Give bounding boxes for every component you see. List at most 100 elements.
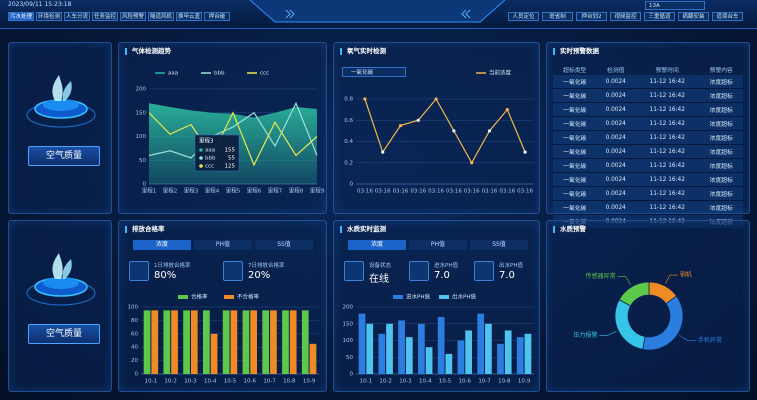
panel: 水质实时监测 浓度 PH值 SS值 设备状态 在线 进水PH值 7.0 出水PH值 7.0 进水PH… (333, 220, 540, 392)
tab[interactable]: PH值 (409, 240, 467, 250)
bar (143, 310, 151, 374)
bar (378, 333, 386, 374)
bar (270, 310, 277, 374)
point (363, 97, 367, 101)
table-cell: 11-12 16:42 (634, 102, 700, 117)
nav-button[interactable]: 道境台车 (712, 12, 743, 21)
panel-title: 水质预警 (553, 226, 586, 233)
header-arrow (461, 9, 471, 19)
panel: 气体检测趋势 aaa bbb ccc 0 50 100 150 200 里程1 里程2 里程3 里程4 里… (118, 42, 327, 214)
panel: 排放合格率 浓度 PH值 SS值 1日排放合格率 80% 7日排放合格率 20% 合格率 不合格率… (118, 220, 327, 392)
nav-button[interactable]: 环境检测 (36, 12, 62, 21)
table-cell: 浓度超标 (699, 186, 743, 201)
tab[interactable]: 浓度 (133, 240, 191, 250)
bar (398, 320, 405, 374)
slice-label: 传感器异常 (586, 272, 616, 280)
line (148, 101, 318, 159)
donut-slice (642, 295, 684, 351)
legend-label: 不合格率 (237, 293, 260, 301)
icon-leaf (52, 253, 63, 279)
x-tick-label: 里程3 (184, 187, 199, 195)
point (416, 118, 420, 122)
air-quality-button[interactable]: 空气质量 (28, 146, 100, 166)
nav-button[interactable]: 押台碰 (204, 12, 230, 21)
bar (289, 310, 297, 374)
table-cell: 浓度超标 (699, 88, 743, 103)
label-line (599, 331, 617, 336)
x-tick-label: 10-6 (459, 379, 472, 385)
nav-button[interactable]: 押台划2 (576, 12, 607, 21)
table-cell: 0.0024 (596, 116, 635, 131)
panel-title: 实时预警数据 (553, 48, 599, 55)
nav-button[interactable]: 三重循道 (644, 12, 675, 21)
nav-button[interactable]: 视频监控 (610, 12, 641, 21)
nav-button[interactable]: 人员定位 (508, 12, 539, 21)
icon-leaf (62, 81, 72, 101)
y-tick-label: 50 (346, 355, 353, 361)
table-cell: 一氧化碳 (553, 75, 597, 89)
y-tick-label: 0.4 (344, 139, 353, 145)
table-cell: 浓度超标 (699, 116, 743, 131)
select[interactable]: 一氧化碳 (342, 67, 406, 77)
alert-table: 超标类型 检测值 预警时间 预警内容 一氧化碳 0.0024 11-12 16:42 浓度超标… (553, 63, 743, 229)
y-tick-label: 0.2 (344, 160, 353, 166)
x-tick-label: 里程8 (289, 187, 304, 195)
system-title[interactable]: 污水处理 (8, 12, 34, 21)
nav-button[interactable]: 任务监控 (92, 12, 118, 21)
legend-label: 出水PH值 (452, 293, 476, 301)
code-field[interactable]: 13A (645, 1, 705, 10)
column-header: 预警内容 (709, 67, 733, 74)
table-cell: 0.0024 (596, 88, 635, 103)
panel: 空气质量 (8, 220, 112, 392)
tooltip-name: bbb (205, 156, 216, 162)
nav-button[interactable]: 斑省制 (542, 12, 573, 21)
panel-title: 气体检测趋势 (125, 48, 171, 55)
side-icon (26, 253, 96, 306)
bar (230, 310, 238, 374)
tab[interactable]: SS值 (470, 240, 528, 250)
table-cell: 11-12 16:42 (634, 116, 700, 131)
legend-label: 合格率 (191, 293, 208, 301)
nav-button[interactable]: 隧道风机 (148, 12, 174, 21)
table-cell: 一氧化碳 (553, 130, 597, 145)
y-tick-label: 100 (128, 305, 139, 311)
nav-button[interactable]: 人车分流 (64, 12, 90, 21)
bar (202, 310, 210, 374)
panel: 实时预警数据 超标类型 检测值 预警时间 预警内容 一氧化碳 0.0024 11-12 16:… (546, 42, 750, 229)
y-tick-label: 60 (131, 331, 138, 337)
legend-label: aaa (168, 71, 178, 77)
x-tick-label: 里程7 (268, 187, 283, 195)
stat-value: 7.0 (434, 270, 450, 281)
point (452, 129, 456, 133)
x-tick-label: 10-2 (164, 379, 176, 385)
x-tick-label: 10-1 (145, 379, 157, 385)
label-line (665, 274, 678, 285)
table-cell: 0.0024 (596, 158, 635, 173)
slice-label: 钢机 (680, 271, 692, 279)
y-tick-label: 40 (131, 345, 138, 351)
air-quality-button[interactable]: 空气质量 (28, 324, 100, 344)
bar (301, 310, 309, 374)
nav-button[interactable]: 风险预警 (120, 12, 146, 21)
nav-button[interactable]: 病翻安装 (678, 12, 709, 21)
x-tick-label: 里程4 (205, 187, 220, 195)
x-tick-label: 10-3 (184, 379, 197, 385)
tab[interactable]: 浓度 (348, 240, 406, 250)
nav-button[interactable]: 换甲云盖 (176, 12, 202, 21)
stat-label: 出水PH值 (499, 263, 523, 269)
table-cell: 0.0024 (596, 130, 635, 145)
stat-value: 在线 (369, 274, 389, 285)
table-cell: 一氧化碳 (553, 102, 597, 117)
tab[interactable]: SS值 (255, 240, 313, 250)
panel-title: 氧气实时检测 (340, 48, 386, 55)
x-tick-label: 03:16 (446, 189, 462, 195)
tooltip-title: 里程3 (199, 137, 214, 145)
tab[interactable]: PH值 (194, 240, 252, 250)
bar (504, 330, 512, 374)
